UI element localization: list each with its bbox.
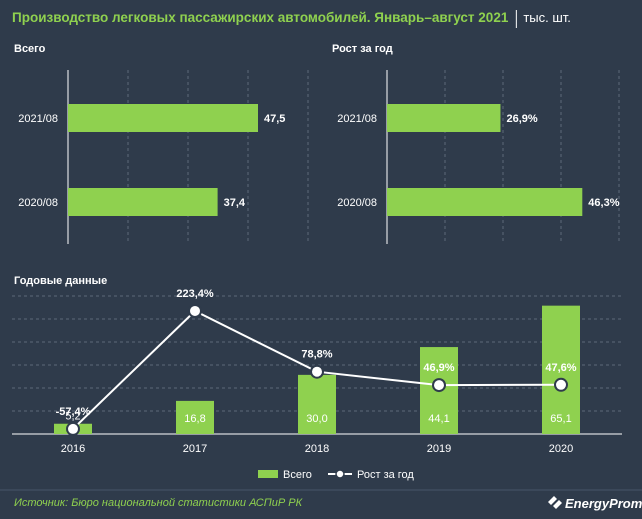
line-value-label: 78,8% <box>301 349 332 361</box>
x-tick-label: 2020 <box>549 443 573 455</box>
bar-value-label: 26,9% <box>506 113 537 125</box>
bar-value-label: 44,1 <box>428 413 449 425</box>
bar <box>68 104 258 132</box>
panel-annual: Годовые данные 2016 5,2 2017 16,8 2018 30,0 201… <box>12 275 622 481</box>
x-tick-label: 2018 <box>305 443 329 455</box>
bar <box>387 104 501 132</box>
bar-value-label: 46,3% <box>588 197 619 209</box>
line-value-label: 47,6% <box>545 362 576 374</box>
panel-title: Рост за год <box>332 43 393 55</box>
chart-unit: тыс. шт. <box>523 10 571 25</box>
panel-total: Всего 2021/08 47,5 2020/08 37,4 <box>14 43 309 244</box>
line-value-label: -57,4% <box>56 406 91 418</box>
bar <box>176 400 214 434</box>
bar-value-label: 5,2 <box>65 411 80 423</box>
energyprom-logo: EnergyProm <box>548 496 642 511</box>
line-value-label: 223,4% <box>176 288 214 300</box>
bar-value-label: 16,8 <box>184 413 205 425</box>
legend-swatch-growth-marker <box>335 469 345 479</box>
category-label: 2021/08 <box>18 113 58 125</box>
bar-value-label: 47,5 <box>264 113 285 125</box>
bar <box>298 374 336 434</box>
bar <box>387 188 583 216</box>
line-point <box>310 364 324 379</box>
bar <box>68 188 218 216</box>
x-tick-label: 2017 <box>183 443 207 455</box>
x-tick-label: 2016 <box>61 443 85 455</box>
brand-name: EnergyProm <box>565 496 642 511</box>
line-point <box>66 421 80 436</box>
panel-title: Годовые данные <box>14 275 107 287</box>
line-value-label: 46,9% <box>423 362 454 374</box>
line-point <box>432 378 446 393</box>
x-tick-label: 2019 <box>427 443 451 455</box>
legend: Всего Рост за год <box>258 469 414 481</box>
source-text: Источник: Бюро национальной статистики А… <box>14 497 303 509</box>
bar-value-label: 65,1 <box>550 413 571 425</box>
line-point <box>188 303 202 318</box>
bar-value-label: 37,4 <box>224 197 246 209</box>
bar-value-label: 30,0 <box>306 413 327 425</box>
legend-label-growth: Рост за год <box>357 469 414 481</box>
chart-title: Производство легковых пассажирских автом… <box>12 10 509 25</box>
bar <box>542 305 580 434</box>
logo-mark-icon <box>548 496 562 509</box>
panel-growth: Рост за год 2021/08 26,9% 2020/08 46,3% <box>332 43 620 244</box>
category-label: 2021/08 <box>337 113 377 125</box>
legend-label-total: Всего <box>283 469 312 481</box>
category-label: 2020/08 <box>18 197 58 209</box>
category-label: 2020/08 <box>337 197 377 209</box>
line-point <box>554 377 568 392</box>
legend-swatch-total <box>258 470 278 478</box>
panel-title: Всего <box>14 43 46 55</box>
